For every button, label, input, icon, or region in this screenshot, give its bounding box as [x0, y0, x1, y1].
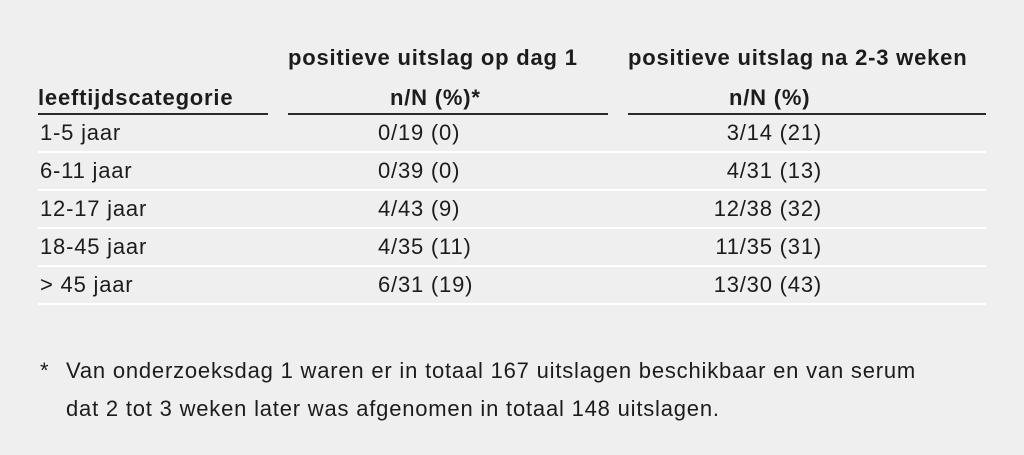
cell-age: 6-11 jaar — [40, 158, 133, 183]
cell-age: > 45 jaar — [40, 272, 134, 297]
cell-weeks: 4/31 (13) — [726, 158, 822, 183]
table-body: 1-5 jaar 0/19 (0) 3/14 (21) 6-11 jaar 0/… — [38, 115, 986, 305]
cell-day1: 4/43 (9) — [378, 196, 461, 221]
footnote-line: Van onderzoeksdag 1 waren er in totaal 1… — [66, 358, 917, 383]
header-rule-day1 — [288, 113, 608, 115]
header-day1-title: positieve uitslag op dag 1 — [288, 45, 578, 70]
table-row: 18-45 jaar 4/35 (11) 11/35 (31) — [38, 229, 986, 267]
cell-weeks: 12/38 (32) — [713, 196, 822, 221]
cell-day1: 0/19 (0) — [378, 120, 461, 145]
header-day1-unit: n/N (%)* — [390, 85, 481, 110]
header-rule-weeks — [628, 113, 986, 115]
cell-weeks: 13/30 (43) — [713, 272, 822, 297]
header-rule-age — [38, 113, 268, 115]
cell-day1: 4/35 (11) — [378, 234, 472, 259]
cell-age: 1-5 jaar — [40, 120, 121, 145]
table-row: 1-5 jaar 0/19 (0) 3/14 (21) — [38, 115, 986, 153]
table-row: 6-11 jaar 0/39 (0) 4/31 (13) — [38, 153, 986, 191]
footnote-line: dat 2 tot 3 weken later was afgenomen in… — [66, 396, 720, 421]
cell-age: 12-17 jaar — [40, 196, 148, 221]
cell-weeks: 11/35 (31) — [715, 234, 822, 259]
header-weeks-unit: n/N (%) — [729, 85, 811, 110]
footnote-marker: * — [40, 358, 49, 383]
header-weeks-title: positieve uitslag na 2-3 weken — [628, 45, 968, 70]
cell-day1: 0/39 (0) — [378, 158, 461, 183]
table-row: 12-17 jaar 4/43 (9) 12/38 (32) — [38, 191, 986, 229]
table-row: > 45 jaar 6/31 (19) 13/30 (43) — [38, 267, 986, 305]
cell-age: 18-45 jaar — [40, 234, 148, 259]
header-age-category: leeftijdscategorie — [38, 85, 234, 110]
cell-weeks: 3/14 (21) — [726, 120, 822, 145]
cell-day1: 6/31 (19) — [378, 272, 474, 297]
